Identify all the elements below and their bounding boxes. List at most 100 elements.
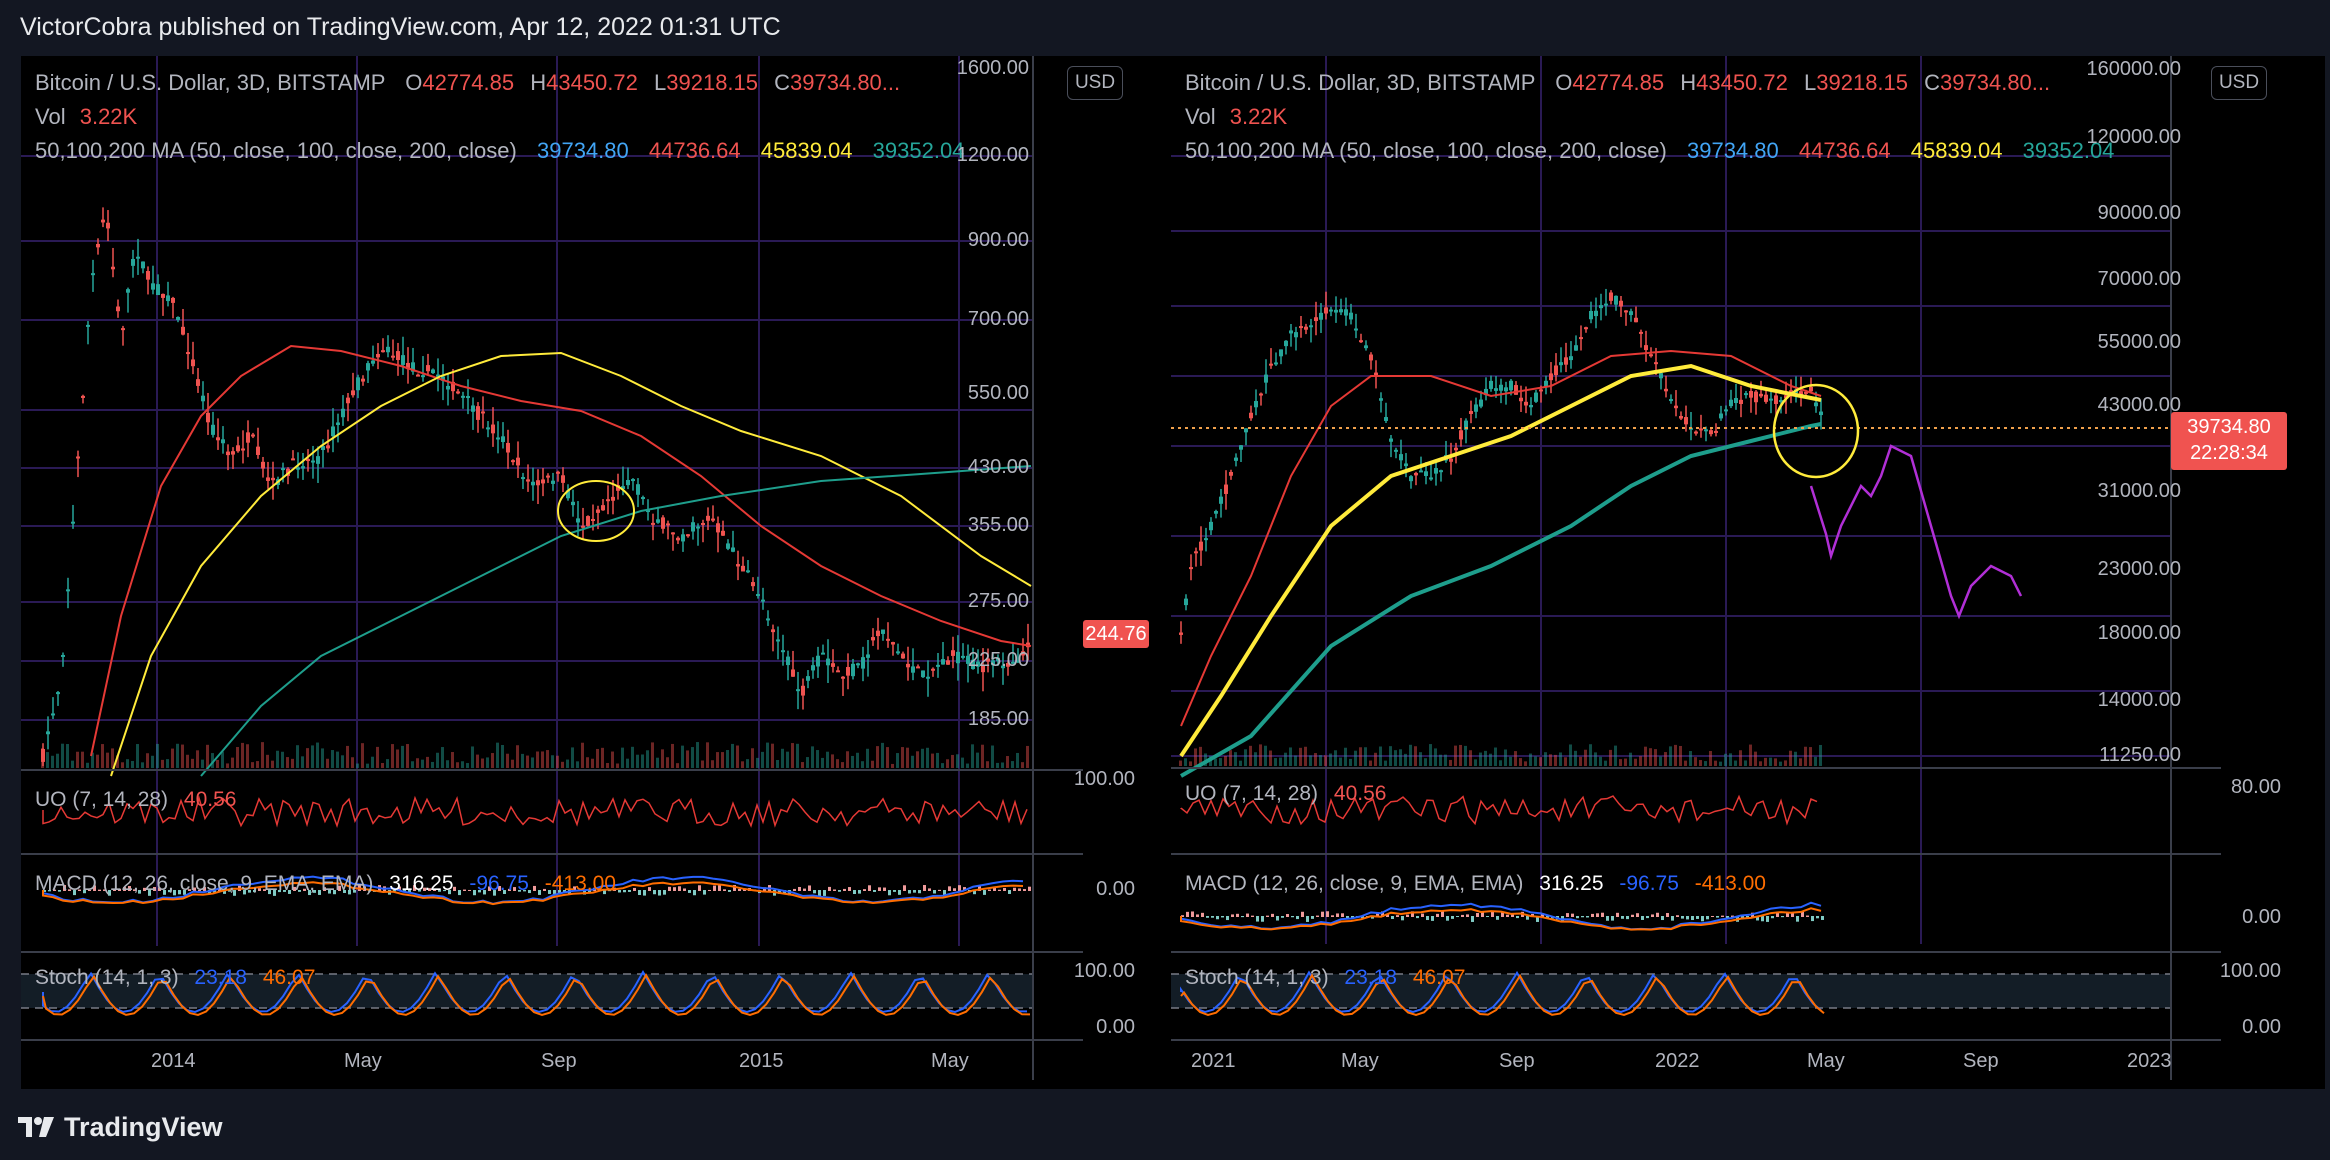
drawings[interactable] bbox=[1171, 383, 2171, 620]
candle-body bbox=[1434, 468, 1438, 474]
candle-body bbox=[881, 629, 885, 634]
volume-bar bbox=[566, 759, 569, 768]
macd-histogram-bar bbox=[138, 890, 141, 894]
macd-histogram-bar bbox=[1666, 913, 1669, 917]
macd-histogram-bar bbox=[293, 886, 296, 891]
candle-body bbox=[596, 509, 600, 513]
candle-body bbox=[1314, 317, 1318, 322]
macd-legend[interactable]: MACD (12, 26, close, 9, EMA, EMA) 316.25… bbox=[1185, 872, 1766, 896]
macd-axis-tick: 0.00 bbox=[2242, 906, 2281, 928]
volume-bar bbox=[901, 747, 904, 768]
volume-bar bbox=[256, 761, 259, 768]
volume-legend[interactable]: Vol 3.22K bbox=[35, 104, 137, 130]
macd-histogram-bar bbox=[1631, 914, 1634, 917]
uo-value: 40.56 bbox=[183, 788, 237, 811]
macd-histogram-bar bbox=[1591, 913, 1594, 917]
macd-histogram-bar bbox=[1381, 911, 1384, 917]
macd-histogram-bar bbox=[988, 889, 991, 891]
candle-body bbox=[326, 445, 330, 449]
ma-legend[interactable]: 50,100,200 MA (50, close, 100, close, 20… bbox=[1185, 138, 2128, 164]
macd-histogram-bar bbox=[628, 890, 631, 892]
macd-histogram-bar bbox=[1196, 914, 1199, 917]
time-tick-label: 2021 bbox=[1191, 1050, 1236, 1072]
candle-body bbox=[441, 376, 445, 381]
macd-histogram-bar bbox=[323, 887, 326, 891]
macd-histogram-bar bbox=[963, 887, 966, 891]
macd-histogram-bar bbox=[398, 886, 401, 891]
volume-bar bbox=[1764, 757, 1767, 766]
macd-histogram-bar bbox=[648, 887, 651, 891]
ma-value: 39734.80 bbox=[536, 138, 629, 163]
macd-histogram-bar bbox=[1806, 915, 1809, 917]
volume-bar bbox=[911, 755, 914, 768]
uo-legend[interactable]: UO (7, 14, 28) 40.56 bbox=[35, 788, 236, 812]
volume-bar bbox=[486, 757, 489, 768]
macd-histogram-bar bbox=[498, 886, 501, 891]
publisher-line[interactable]: VictorCobra published on TradingView.com… bbox=[20, 13, 781, 41]
ohlc-open-label: O bbox=[1555, 70, 1573, 95]
currency-button[interactable]: USD bbox=[1067, 66, 1123, 100]
macd-histogram-bar bbox=[618, 890, 621, 893]
volume-bar bbox=[1499, 760, 1502, 766]
macd-histogram-bar bbox=[1606, 916, 1609, 921]
volume-bar bbox=[1011, 761, 1014, 768]
volume-bar bbox=[111, 748, 114, 768]
volume-legend[interactable]: Vol 3.22K bbox=[1185, 104, 1287, 130]
stoch-legend[interactable]: Stoch (14, 1, 3) 23.18 46.07 bbox=[1185, 966, 1465, 990]
volume-bar bbox=[551, 755, 554, 768]
volume-bar bbox=[696, 742, 699, 768]
volume-bar bbox=[1239, 760, 1242, 766]
candle-body bbox=[306, 459, 310, 462]
macd-histogram-bar bbox=[243, 890, 246, 895]
macd-histogram-bar bbox=[643, 890, 646, 896]
macd-histogram-bar bbox=[473, 890, 476, 896]
macd-histogram-bar bbox=[878, 887, 881, 891]
uo-legend[interactable]: UO (7, 14, 28) 40.56 bbox=[1185, 782, 1386, 806]
volume-bar bbox=[926, 747, 929, 768]
volume-bar bbox=[571, 747, 574, 768]
macd-histogram-bar bbox=[153, 887, 156, 891]
ma-legend[interactable]: 50,100,200 MA (50, close, 100, close, 20… bbox=[35, 138, 978, 164]
candle-body bbox=[266, 477, 270, 481]
macd-signal-line bbox=[42, 881, 1024, 906]
candle-body bbox=[826, 658, 830, 666]
volume-bar bbox=[836, 759, 839, 768]
chart-panel-left[interactable]: Bitcoin / U.S. Dollar, 3D, BITSTAMP O427… bbox=[21, 56, 1175, 1089]
macd-histogram-bar bbox=[523, 890, 526, 892]
macd-histogram-bar bbox=[483, 890, 486, 895]
macd-histogram-bar bbox=[328, 890, 331, 894]
candle-body bbox=[851, 663, 855, 677]
candle-body bbox=[1809, 386, 1813, 392]
currency-button[interactable]: USD bbox=[2211, 66, 2267, 100]
volume-bar bbox=[46, 752, 49, 768]
candle-body bbox=[61, 654, 65, 657]
macd-histogram-bar bbox=[1351, 916, 1354, 918]
macd-hist-value: -413.00 bbox=[544, 872, 616, 895]
chart-canvas-right[interactable] bbox=[1171, 56, 2325, 1089]
chart-canvas-left[interactable] bbox=[21, 56, 1175, 1089]
chart-panel-right[interactable]: Bitcoin / U.S. Dollar, 3D, BITSTAMP O427… bbox=[1171, 56, 2325, 1089]
candle-body bbox=[481, 411, 485, 414]
ma-value: 39734.80 bbox=[1686, 138, 1779, 163]
candle-body bbox=[1564, 357, 1568, 365]
volume-bar bbox=[241, 742, 244, 768]
candle-body bbox=[51, 713, 55, 716]
candle-body bbox=[736, 564, 740, 567]
macd-histogram-bar bbox=[558, 890, 561, 893]
symbol-legend[interactable]: Bitcoin / U.S. Dollar, 3D, BITSTAMP O427… bbox=[1185, 70, 2050, 96]
symbol-legend[interactable]: Bitcoin / U.S. Dollar, 3D, BITSTAMP O427… bbox=[35, 70, 900, 96]
volume-bar bbox=[176, 743, 179, 768]
macd-legend[interactable]: MACD (12, 26, close, 9, EMA, EMA) 316.25… bbox=[35, 872, 616, 896]
ma-200-line bbox=[1180, 422, 1822, 778]
stoch-legend[interactable]: Stoch (14, 1, 3) 23.18 46.07 bbox=[35, 966, 315, 990]
stoch-band bbox=[21, 974, 1033, 1008]
ohlc-close-label: C bbox=[774, 70, 791, 95]
macd-histogram-bar bbox=[1671, 916, 1674, 921]
volume-bar bbox=[356, 763, 359, 768]
candle-body bbox=[1309, 325, 1313, 328]
uo-line bbox=[1180, 794, 1818, 826]
uo-label: UO (7, 14, 28) bbox=[1185, 782, 1319, 805]
candle-body bbox=[846, 667, 850, 676]
footer-brand[interactable]: TradingView bbox=[18, 1107, 223, 1147]
volume-bar bbox=[1734, 760, 1737, 766]
